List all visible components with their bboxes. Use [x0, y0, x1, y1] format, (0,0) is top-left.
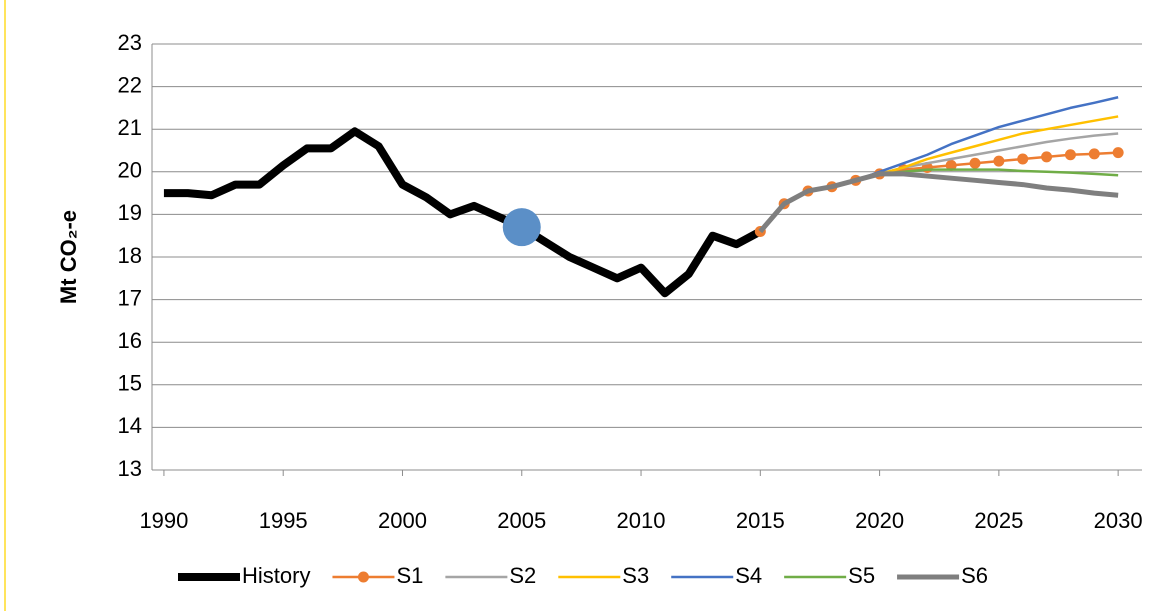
- x-tick-label: 2030: [1094, 508, 1143, 533]
- y-tick-label: 19: [118, 200, 142, 225]
- series-marker: [969, 157, 981, 169]
- y-tick-label: 20: [118, 158, 142, 183]
- y-tick-label: 18: [118, 243, 142, 268]
- series-line: [758, 171, 1119, 234]
- x-tick-label: 1995: [259, 508, 308, 533]
- legend-label: S4: [735, 563, 762, 588]
- legend-label: S3: [622, 563, 649, 588]
- legend-label: S1: [396, 563, 423, 588]
- series-marker: [945, 159, 957, 171]
- x-tick-label: 2020: [855, 508, 904, 533]
- y-tick-label: 16: [118, 328, 142, 353]
- series-marker: [1017, 153, 1029, 165]
- y-tick-label: 17: [118, 285, 142, 310]
- y-tick-label: 21: [118, 115, 142, 140]
- legend-label: S6: [961, 563, 988, 588]
- y-axis-title: Mt CO₂-e: [56, 210, 81, 304]
- y-tick-label: 15: [118, 371, 142, 396]
- highlight-point: [502, 208, 541, 247]
- y-tick-label: 22: [118, 72, 142, 97]
- legend-label: History: [242, 563, 310, 588]
- legend-label: S5: [848, 563, 875, 588]
- x-tick-label: 2015: [736, 508, 785, 533]
- y-tick-label: 14: [118, 413, 142, 438]
- series-marker: [1041, 151, 1053, 163]
- series-marker: [993, 155, 1005, 167]
- series-line: [759, 96, 1119, 233]
- y-tick-label: 23: [118, 30, 142, 55]
- x-tick-label: 2000: [378, 508, 427, 533]
- x-tick-label: 2025: [974, 508, 1023, 533]
- series-marker: [1064, 149, 1076, 161]
- legend-marker: [357, 571, 369, 583]
- series-marker: [1112, 147, 1124, 159]
- x-tick-label: 2005: [497, 508, 546, 533]
- legend-label: S2: [509, 563, 536, 588]
- series-marker: [1088, 148, 1100, 160]
- y-tick-label: 13: [118, 456, 142, 481]
- x-tick-label: 2010: [617, 508, 666, 533]
- x-tick-label: 1990: [139, 508, 188, 533]
- series-line: [163, 127, 763, 298]
